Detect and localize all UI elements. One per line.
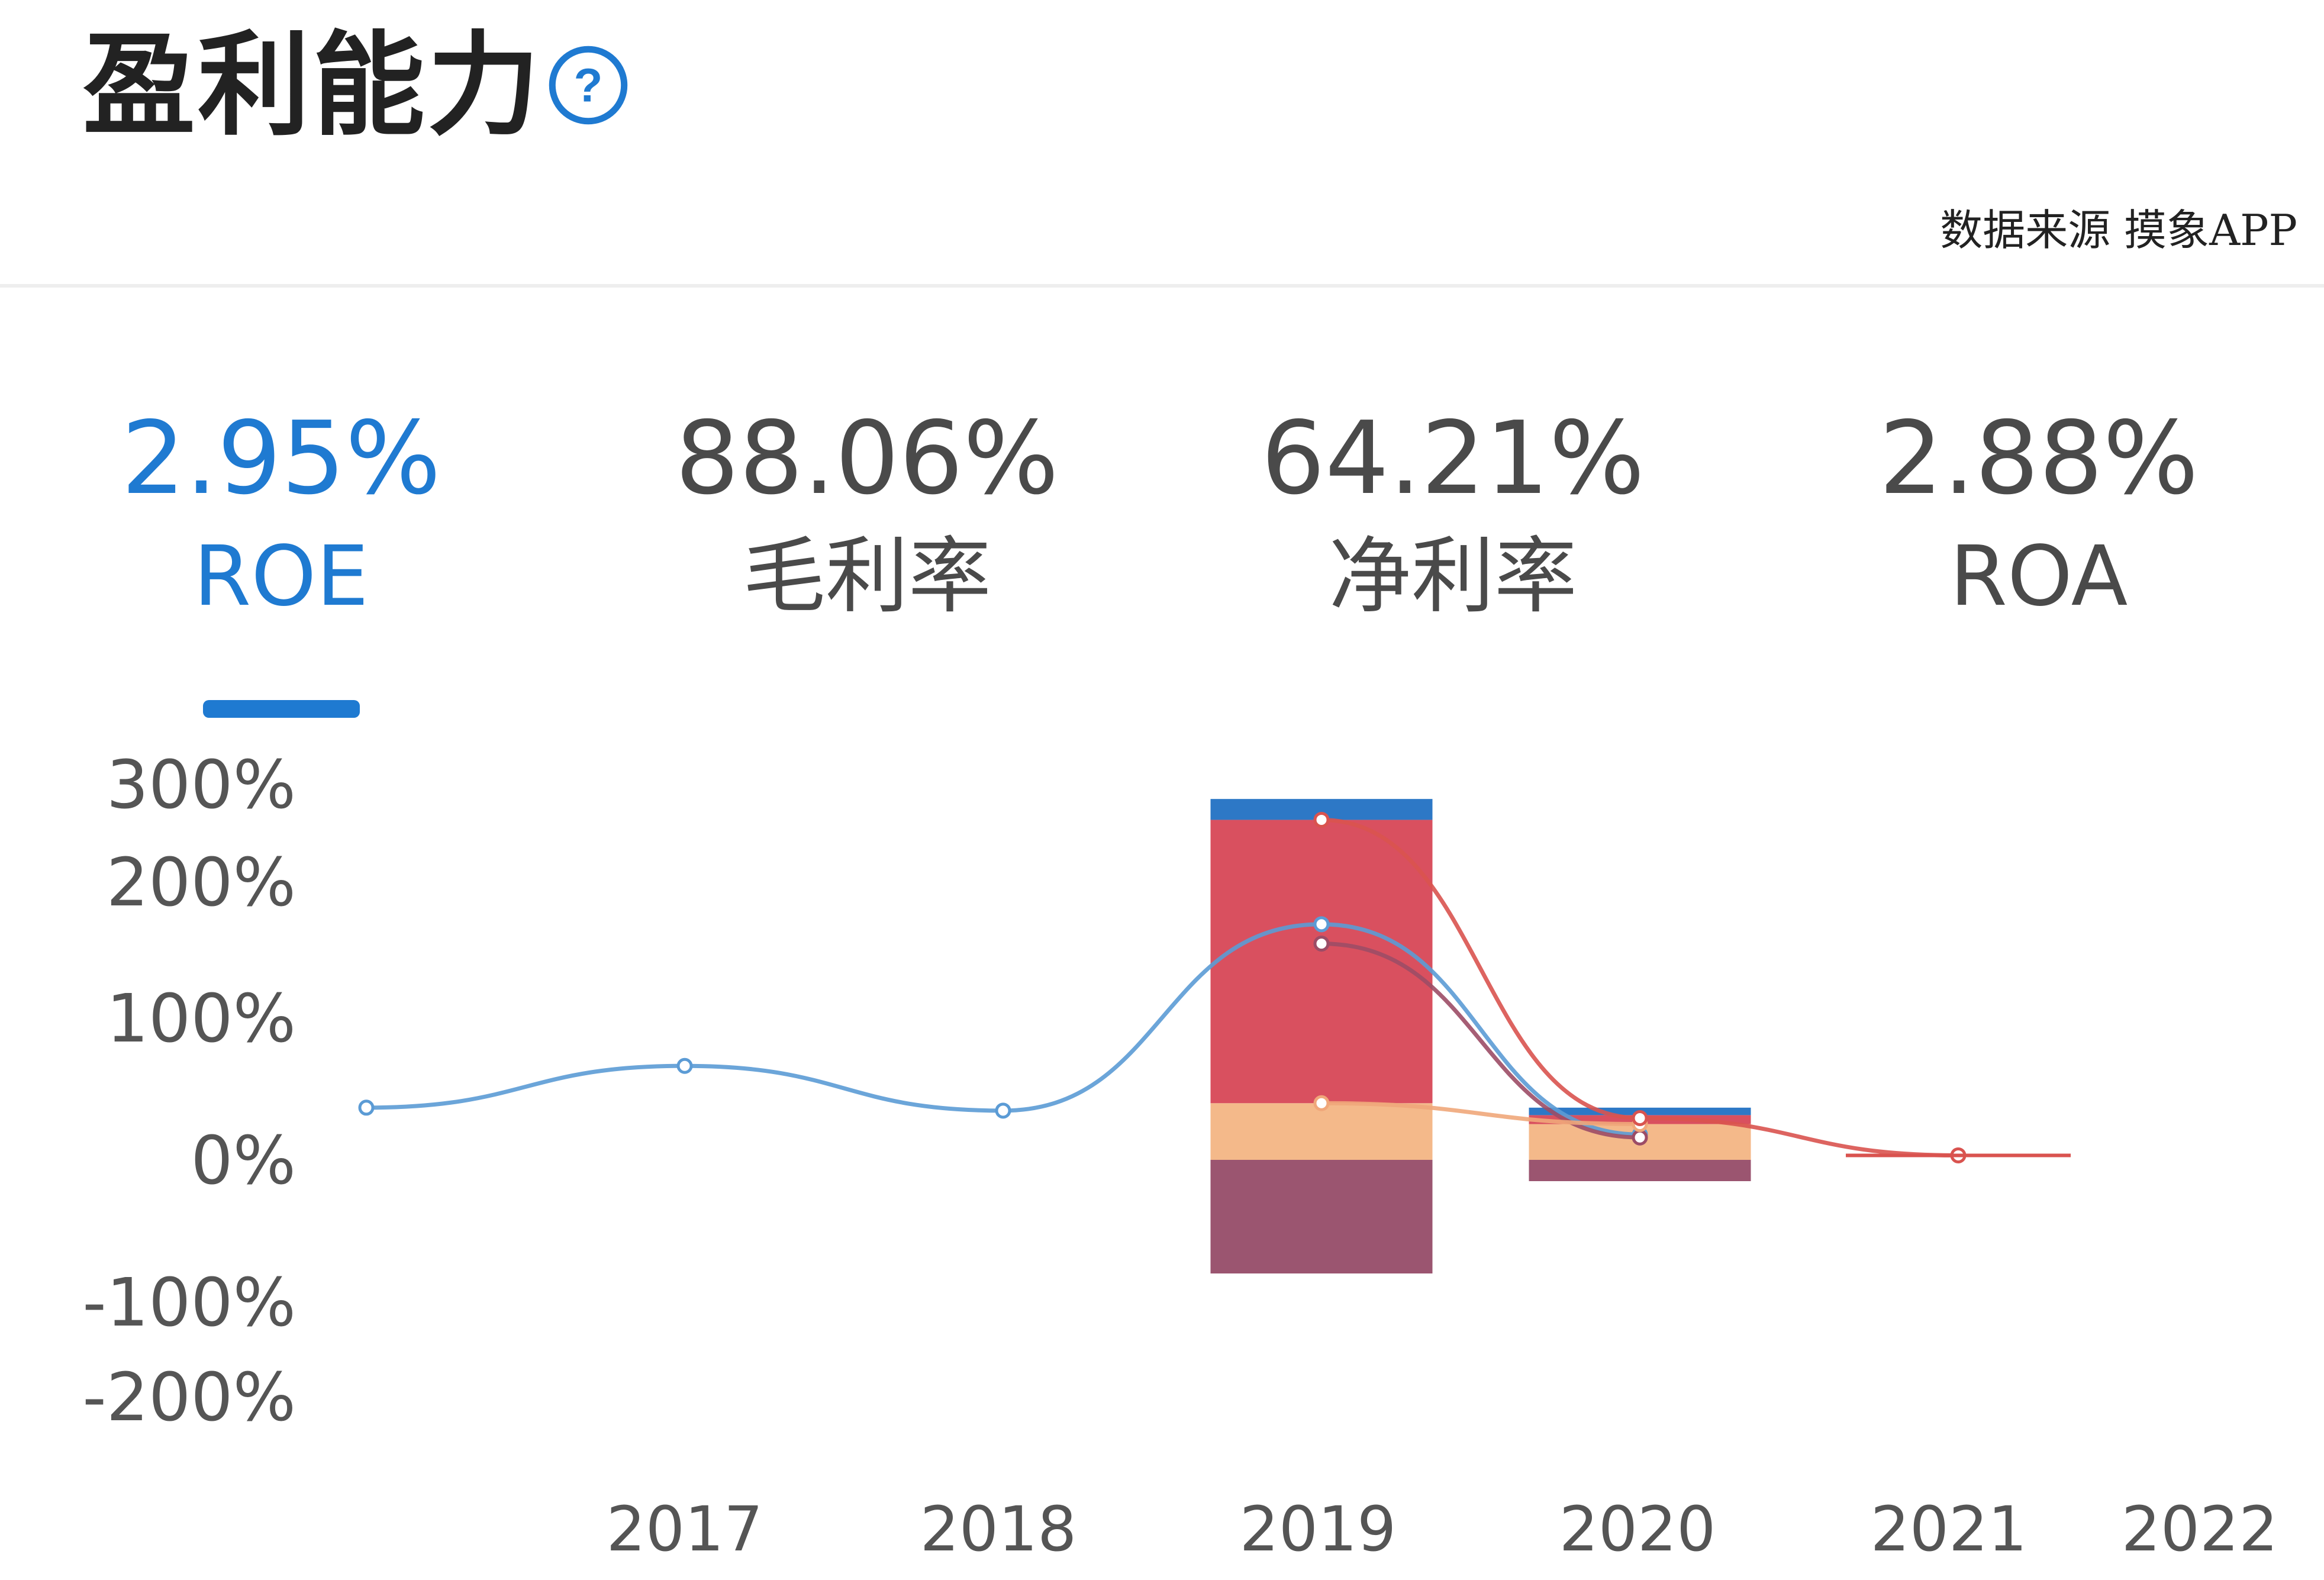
y-tick-label: 200% (107, 844, 296, 921)
x-tick-label: 2022 (2122, 1493, 2278, 1565)
page-title: 盈利能力 (83, 20, 543, 151)
x-axis: 2017 2018 2019 2020 2021 2022 (607, 1493, 2278, 1565)
series-line (1321, 817, 1959, 1157)
svg-text:?: ? (574, 59, 603, 112)
series-point (1313, 1095, 1330, 1111)
metric-value: 64.21% (1261, 400, 1645, 517)
series-point (1632, 1129, 1648, 1146)
series-line (366, 922, 1640, 1137)
header: 盈利能力 ? 数据来源 摸象APP (0, 0, 2324, 288)
profitability-chart: 300% 200% 100% 0% -100% -200% 2017 2018 2019 202… (82, 747, 2278, 1565)
bar-segment (1529, 1160, 1751, 1181)
y-axis: 300% 200% 100% 0% -100% -200% (82, 747, 296, 1436)
metric-value: 88.06% (675, 400, 1059, 517)
active-tab-indicator (203, 700, 360, 718)
metric-net-margin[interactable]: 64.21% 净利率 (1228, 408, 1678, 618)
series-point (358, 1099, 375, 1116)
x-tick-label: 2020 (1559, 1493, 1716, 1565)
metric-roe[interactable]: 2.95% ROE (56, 408, 506, 618)
series-point (1313, 936, 1330, 952)
metric-value: 2.95% (121, 400, 441, 517)
help-circle-icon[interactable]: ? (547, 44, 629, 126)
series-line (1321, 1101, 1640, 1127)
x-tick-label: 2018 (920, 1493, 1077, 1565)
y-tick-label: -200% (82, 1359, 296, 1436)
metric-value: 2.88% (1878, 400, 2199, 517)
series-point (1313, 916, 1330, 933)
data-source: 数据来源 摸象APP (1940, 205, 2297, 255)
metric-label: ROA (1949, 528, 2128, 625)
metric-label: 净利率 (1328, 528, 1577, 625)
series-lines (358, 811, 2071, 1163)
y-tick-label: 100% (107, 981, 296, 1057)
metric-roa[interactable]: 2.88% ROA (1814, 408, 2264, 618)
x-tick-label: 2019 (1240, 1493, 1397, 1565)
series-point (676, 1057, 693, 1074)
y-tick-label: 300% (107, 747, 296, 824)
y-tick-label: -100% (82, 1265, 296, 1342)
x-tick-label: 2021 (1871, 1493, 2028, 1565)
x-tick-label: 2017 (607, 1493, 763, 1565)
series-point (1632, 1110, 1648, 1126)
bar-segment (1210, 1160, 1433, 1273)
series-point (995, 1102, 1011, 1119)
y-tick-label: 0% (191, 1123, 296, 1199)
series-point (1313, 811, 1330, 828)
metric-gross-margin[interactable]: 88.06% 毛利率 (642, 408, 1092, 618)
bar-segment (1210, 1103, 1433, 1160)
stacked-bars (1210, 799, 1751, 1273)
series-line (1321, 941, 1640, 1140)
metric-label: ROE (194, 528, 369, 625)
metric-label: 毛利率 (742, 528, 991, 625)
